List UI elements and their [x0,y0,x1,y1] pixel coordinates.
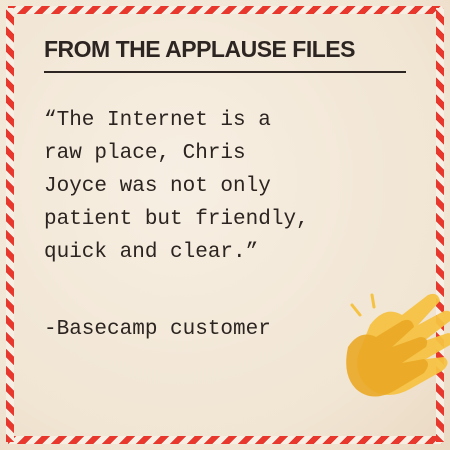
striped-border-bottom [8,436,442,444]
testimonial-quote: “The Internet is a raw place, Chris Joyc… [44,109,309,264]
clapping-hands-icon [346,293,450,397]
striped-border-top [8,6,442,14]
testimonial-attribution: -Basecamp customer [44,318,271,341]
striped-border-right [436,8,444,442]
headline-underline [44,71,406,73]
striped-border-left [6,8,14,442]
headline: FROM THE APPLAUSE FILES [44,36,355,62]
